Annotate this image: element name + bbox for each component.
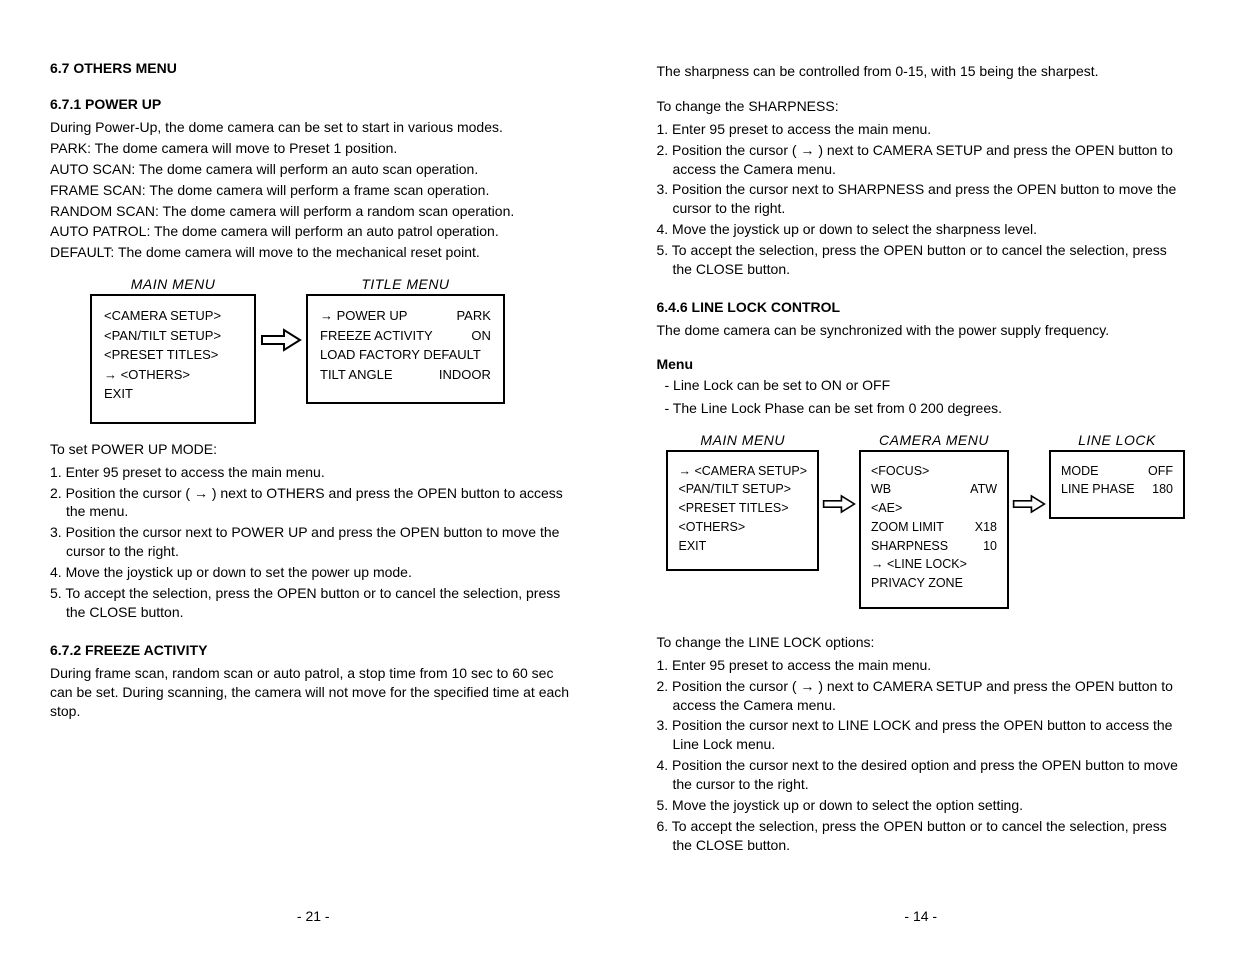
step: 3. Position the cursor next to POWER UP … — [50, 523, 576, 561]
title-menu-item: TILT ANGLEINDOOR — [320, 365, 491, 385]
step: 3. Position the cursor next to LINE LOCK… — [656, 716, 1185, 754]
linelock-diagram: MAIN MENU → <CAMERA SETUP> <PAN/TILT SET… — [666, 432, 1185, 609]
title-menu-box: → POWER UPPARK FREEZE ACTIVITYON LOAD FA… — [306, 294, 505, 404]
set-powerup-heading: To set POWER UP MODE: — [50, 440, 576, 459]
step: 5. To accept the selection, press the OP… — [656, 241, 1185, 279]
camera-menu-item: WBATW — [871, 480, 997, 499]
title-menu-item: LOAD FACTORY DEFAULT — [320, 345, 491, 365]
step: 1. Enter 95 preset to access the main me… — [656, 656, 1185, 675]
step: 5. To accept the selection, press the OP… — [50, 584, 576, 622]
powerup-intro-line: PARK: The dome camera will move to Prese… — [50, 139, 576, 158]
freeze-text: During frame scan, random scan or auto p… — [50, 664, 576, 721]
heading-others-menu: 6.7 OTHERS MENU — [50, 60, 576, 76]
heading-line-lock: 6.4.6 LINE LOCK CONTROL — [656, 299, 1185, 315]
main-menu-item: → <OTHERS> — [104, 365, 242, 385]
camera-menu-item: <FOCUS> — [871, 462, 997, 481]
main-menu-item: EXIT — [104, 384, 242, 404]
main-menu-box: <CAMERA SETUP> <PAN/TILT SETUP> <PRESET … — [90, 294, 256, 424]
heading-power-up: 6.7.1 POWER UP — [50, 96, 576, 112]
line-lock-item: LINE PHASE180 — [1061, 480, 1173, 499]
main-menu-item: <PRESET TITLES> — [678, 499, 807, 518]
powerup-intro-line: FRAME SCAN: The dome camera will perform… — [50, 181, 576, 200]
arrow-icon — [1009, 432, 1049, 516]
main-menu-box-2: → <CAMERA SETUP> <PAN/TILT SETUP> <PRESE… — [666, 450, 819, 572]
camera-menu-box: <FOCUS> WBATW <AE> ZOOM LIMITX18 SHARPNE… — [859, 450, 1009, 609]
left-column: 6.7 OTHERS MENU 6.7.1 POWER UP During Po… — [30, 60, 626, 934]
main-menu-item: <PAN/TILT SETUP> — [104, 326, 242, 346]
sharpness-heading: To change the SHARPNESS: — [656, 97, 1185, 116]
step: 4. Position the cursor next to the desir… — [656, 756, 1185, 794]
powerup-intro-line: DEFAULT: The dome camera will move to th… — [50, 243, 576, 262]
powerup-intro-line: AUTO PATROL: The dome camera will perfor… — [50, 222, 576, 241]
menu-label: Menu — [656, 356, 1185, 372]
step: 2. Position the cursor ( → ) next to CAM… — [656, 141, 1185, 179]
camera-menu-item: → <LINE LOCK> — [871, 555, 997, 574]
step: 1. Enter 95 preset to access the main me… — [50, 463, 576, 482]
title-menu-item: → POWER UPPARK — [320, 306, 491, 326]
main-menu-item: → <CAMERA SETUP> — [678, 462, 807, 481]
main-menu-title: MAIN MENU — [90, 276, 256, 292]
camera-menu-wrap: CAMERA MENU <FOCUS> WBATW <AE> ZOOM LIMI… — [859, 432, 1009, 609]
step: 3. Position the cursor next to SHARPNESS… — [656, 180, 1185, 218]
line-lock-intro: The dome camera can be synchronized with… — [656, 321, 1185, 340]
set-powerup-steps: 1. Enter 95 preset to access the main me… — [50, 461, 576, 624]
step: 4. Move the joystick up or down to selec… — [656, 220, 1185, 239]
menu-bullet: - Line Lock can be set to ON or OFF — [664, 376, 1185, 395]
camera-menu-item: ZOOM LIMITX18 — [871, 518, 997, 537]
camera-menu-item: SHARPNESS10 — [871, 537, 997, 556]
main-menu-item: EXIT — [678, 537, 807, 556]
line-lock-steps: 1. Enter 95 preset to access the main me… — [656, 654, 1185, 857]
step: 4. Move the joystick up or down to set t… — [50, 563, 576, 582]
line-lock-menu-wrap: LINE LOCK MODEOFF LINE PHASE180 — [1049, 432, 1185, 520]
step: 1. Enter 95 preset to access the main me… — [656, 120, 1185, 139]
main-menu-wrap-2: MAIN MENU → <CAMERA SETUP> <PAN/TILT SET… — [666, 432, 819, 572]
title-menu-wrap: TITLE MENU → POWER UPPARK FREEZE ACTIVIT… — [306, 276, 505, 404]
step: 2. Position the cursor ( → ) next to OTH… — [50, 484, 576, 522]
sharpness-steps: 1. Enter 95 preset to access the main me… — [656, 118, 1185, 281]
right-column: The sharpness can be controlled from 0-1… — [626, 60, 1205, 934]
arrow-icon — [819, 432, 859, 516]
page-number-right: - 14 - — [656, 908, 1185, 934]
line-lock-item: MODEOFF — [1061, 462, 1173, 481]
main-menu-item: <OTHERS> — [678, 518, 807, 537]
camera-menu-item: <AE> — [871, 499, 997, 518]
powerup-intro-line: RANDOM SCAN: The dome camera will perfor… — [50, 202, 576, 221]
main-menu-wrap: MAIN MENU <CAMERA SETUP> <PAN/TILT SETUP… — [90, 276, 256, 424]
powerup-diagram: MAIN MENU <CAMERA SETUP> <PAN/TILT SETUP… — [90, 276, 576, 424]
powerup-intro-line: AUTO SCAN: The dome camera will perform … — [50, 160, 576, 179]
step: 6. To accept the selection, press the OP… — [656, 817, 1185, 855]
step: 5. Move the joystick up or down to selec… — [656, 796, 1185, 815]
sharpness-intro: The sharpness can be controlled from 0-1… — [656, 62, 1185, 81]
title-menu-item: FREEZE ACTIVITYON — [320, 326, 491, 346]
line-lock-menu-title: LINE LOCK — [1049, 432, 1185, 448]
powerup-intro-block: During Power-Up, the dome camera can be … — [50, 116, 576, 264]
page-number-left: - 21 - — [50, 908, 576, 934]
heading-freeze-activity: 6.7.2 FREEZE ACTIVITY — [50, 642, 576, 658]
line-lock-heading: To change the LINE LOCK options: — [656, 633, 1185, 652]
main-menu-item: <PAN/TILT SETUP> — [678, 480, 807, 499]
powerup-intro-line: During Power-Up, the dome camera can be … — [50, 118, 576, 137]
title-menu-title: TITLE MENU — [306, 276, 505, 292]
main-menu-item: <CAMERA SETUP> — [104, 306, 242, 326]
camera-menu-title: CAMERA MENU — [859, 432, 1009, 448]
arrow-icon — [256, 276, 306, 354]
main-menu-item: <PRESET TITLES> — [104, 345, 242, 365]
line-lock-menu-box: MODEOFF LINE PHASE180 — [1049, 450, 1185, 520]
camera-menu-item: PRIVACY ZONE — [871, 574, 997, 593]
step: 2. Position the cursor ( → ) next to CAM… — [656, 677, 1185, 715]
page-root: 6.7 OTHERS MENU 6.7.1 POWER UP During Po… — [0, 0, 1235, 954]
menu-bullet: - The Line Lock Phase can be set from 0 … — [664, 399, 1185, 418]
main-menu-title-2: MAIN MENU — [666, 432, 819, 448]
